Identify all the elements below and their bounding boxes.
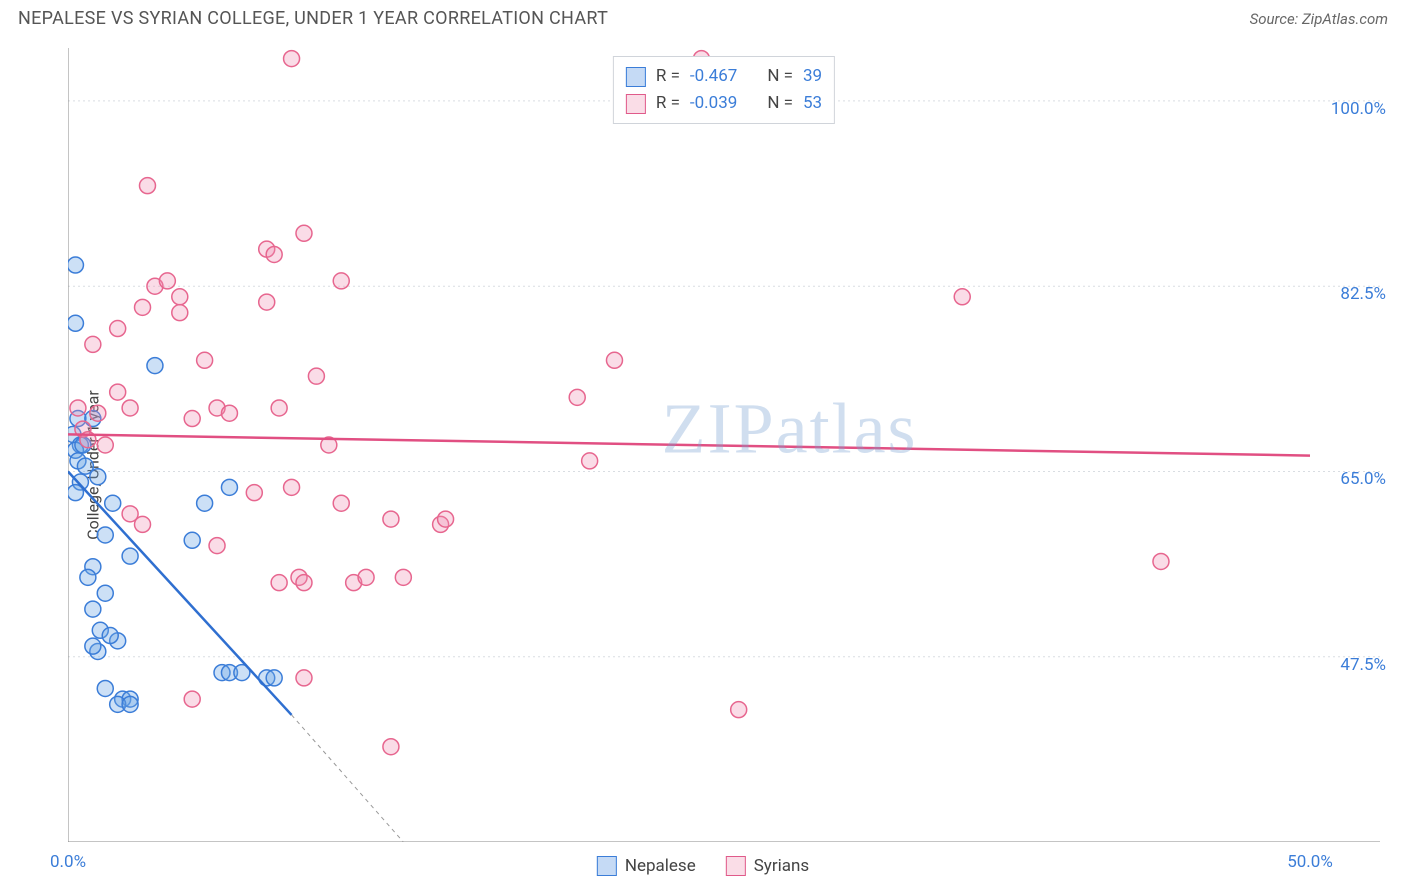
swatch-blue-icon <box>597 856 617 876</box>
r-value: -0.039 <box>690 90 737 117</box>
n-label: N = <box>767 63 793 90</box>
swatch-pink-icon <box>626 94 646 114</box>
y-tick-label: 47.5% <box>1340 655 1386 675</box>
y-tick-label: 100.0% <box>1331 99 1386 119</box>
legend-row-nepalese: R = -0.467 N = 39 <box>626 63 822 90</box>
r-value: -0.467 <box>690 63 737 90</box>
legend-label: Nepalese <box>625 856 696 876</box>
legend-item-nepalese: Nepalese <box>597 856 696 876</box>
r-label: R = <box>656 90 680 117</box>
series-legend: Nepalese Syrians <box>597 856 809 876</box>
x-tick-label: 50.0% <box>1287 852 1333 872</box>
source-attribution: Source: ZipAtlas.com <box>1250 10 1388 28</box>
chart-header: NEPALESE VS SYRIAN COLLEGE, UNDER 1 YEAR… <box>0 0 1406 33</box>
y-tick-label: 82.5% <box>1340 284 1386 304</box>
y-tick-label: 65.0% <box>1340 469 1386 489</box>
legend-label: Syrians <box>754 856 809 876</box>
swatch-pink-icon <box>726 856 746 876</box>
source-prefix: Source: <box>1250 10 1302 28</box>
n-value: 39 <box>803 63 822 90</box>
correlation-legend: R = -0.467 N = 39 R = -0.039 N = 53 <box>613 56 835 124</box>
scatter-plot-svg <box>68 48 1380 842</box>
n-label: N = <box>767 90 793 117</box>
legend-item-syrians: Syrians <box>726 856 809 876</box>
r-label: R = <box>656 63 680 90</box>
plot-region: ZIPatlas R = -0.467 N = 39 R = -0.039 N … <box>68 48 1380 842</box>
chart-title: NEPALESE VS SYRIAN COLLEGE, UNDER 1 YEAR… <box>18 8 608 29</box>
x-tick-label: 0.0% <box>50 852 86 872</box>
source-name: ZipAtlas.com <box>1302 10 1388 28</box>
legend-row-syrians: R = -0.039 N = 53 <box>626 90 822 117</box>
chart-area: College, Under 1 year ZIPatlas R = -0.46… <box>18 48 1388 882</box>
swatch-blue-icon <box>626 67 646 87</box>
n-value: 53 <box>803 90 822 117</box>
